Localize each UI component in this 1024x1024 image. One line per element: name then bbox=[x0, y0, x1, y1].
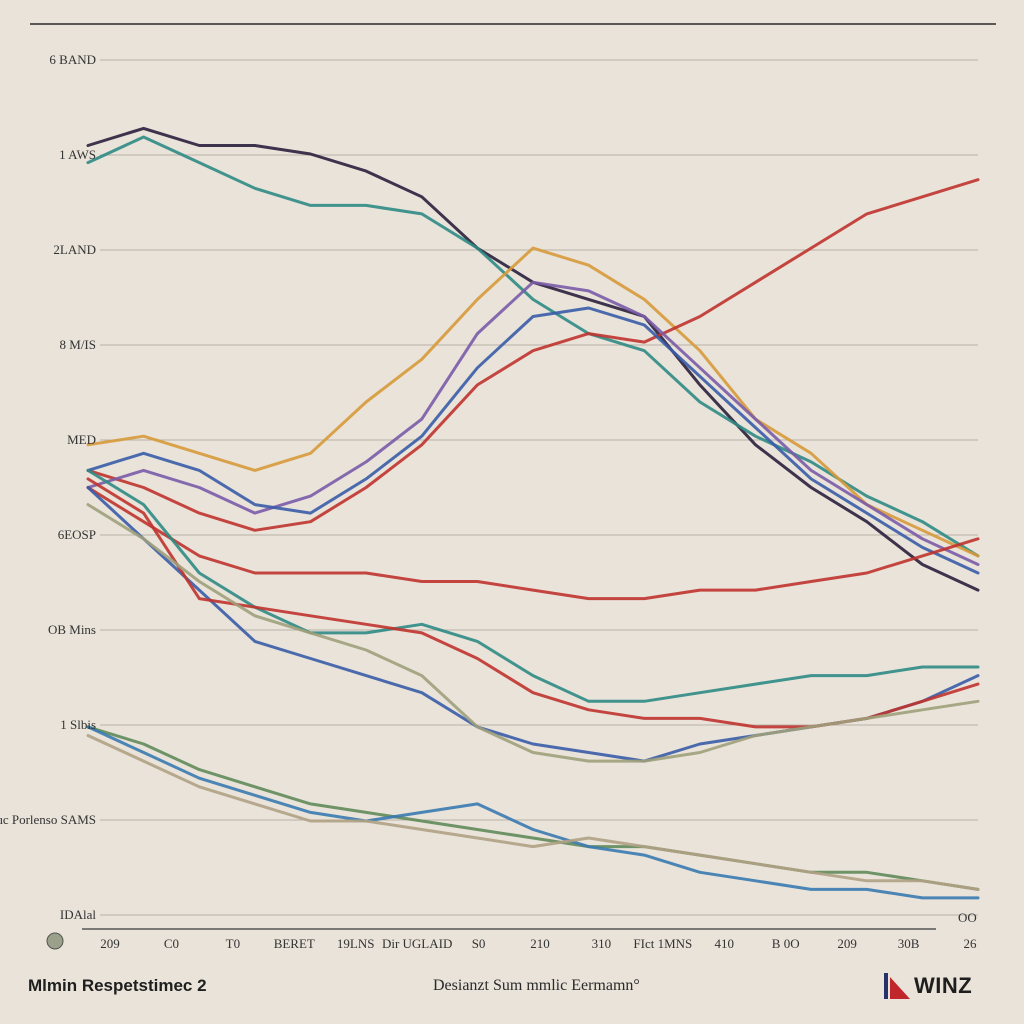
x-tick-label: 310 bbox=[592, 936, 612, 951]
y-tick-label: 6 BAND bbox=[49, 52, 96, 67]
x-tick-label: S0 bbox=[472, 936, 486, 951]
x-tick-label: B 0O bbox=[772, 936, 800, 951]
brand-mark-icon bbox=[884, 973, 910, 999]
series-line-14 bbox=[86, 734, 980, 891]
y-tick-label: Tlsuc Porlenso SAMS bbox=[0, 812, 96, 827]
y-tick-label: 6EOSP bbox=[58, 527, 96, 542]
series-line-9 bbox=[86, 486, 980, 763]
x-axis-tick-labels: 209 C0 T0 BERET 19LNS Dir UGLAID S0 210 310 FIct … bbox=[100, 936, 977, 951]
x-tick-label: FIct 1MNS bbox=[633, 936, 692, 951]
series-line-8 bbox=[86, 468, 980, 703]
footer-left-label: Mlmin Respetstimec 2 bbox=[28, 976, 207, 995]
x-tick-label: 209 bbox=[837, 936, 857, 951]
x-tick-label: 410 bbox=[715, 936, 735, 951]
y-tick-label: OB Mins bbox=[48, 622, 96, 637]
y-tick-label: MED bbox=[67, 432, 96, 447]
y-tick-label: IDAlal bbox=[60, 907, 96, 922]
corner-dot-icon bbox=[46, 932, 64, 950]
series-line-10 bbox=[86, 477, 980, 729]
x-tick-label: 19LNS bbox=[337, 936, 375, 951]
y-tick-label: 1 AWS bbox=[59, 147, 96, 162]
x-tick-label: 209 bbox=[100, 936, 120, 951]
x-tick-label: 26 bbox=[964, 936, 978, 951]
y-tick-label: 8 M/IS bbox=[60, 337, 96, 352]
brand-logo: WINZ bbox=[884, 972, 972, 1000]
y-axis-tick-labels: 6 BAND 1 AWS 2LAND 8 M/IS MED 6EOSP OB Mins 1 S… bbox=[0, 52, 96, 922]
series-line-3 bbox=[86, 246, 980, 558]
series-line-4 bbox=[86, 178, 980, 532]
series-line-5 bbox=[86, 280, 980, 566]
series-line-13 bbox=[86, 725, 980, 900]
y-tick-label: 2LAND bbox=[53, 242, 96, 257]
logo-text: WINZ bbox=[914, 973, 973, 998]
corner-label: OO bbox=[958, 910, 977, 925]
footer-center-label: Desianzt Sum mmlic Eermamn° bbox=[433, 977, 640, 994]
series-line-7 bbox=[86, 486, 980, 601]
x-tick-label: BERET bbox=[274, 936, 315, 951]
x-tick-label: 210 bbox=[530, 936, 550, 951]
x-tick-label: 30B bbox=[898, 936, 920, 951]
series-line-11 bbox=[86, 503, 980, 763]
y-tick-label: 1 Slbis bbox=[60, 717, 96, 732]
series-lines bbox=[86, 126, 980, 900]
series-line-12 bbox=[86, 725, 980, 891]
x-tick-label: Dir UGLAID bbox=[382, 936, 452, 951]
series-line-6 bbox=[86, 306, 980, 575]
grid-lines bbox=[100, 59, 978, 916]
series-line-2 bbox=[86, 135, 980, 558]
x-tick-label: T0 bbox=[226, 936, 240, 951]
x-tick-label: C0 bbox=[164, 936, 179, 951]
